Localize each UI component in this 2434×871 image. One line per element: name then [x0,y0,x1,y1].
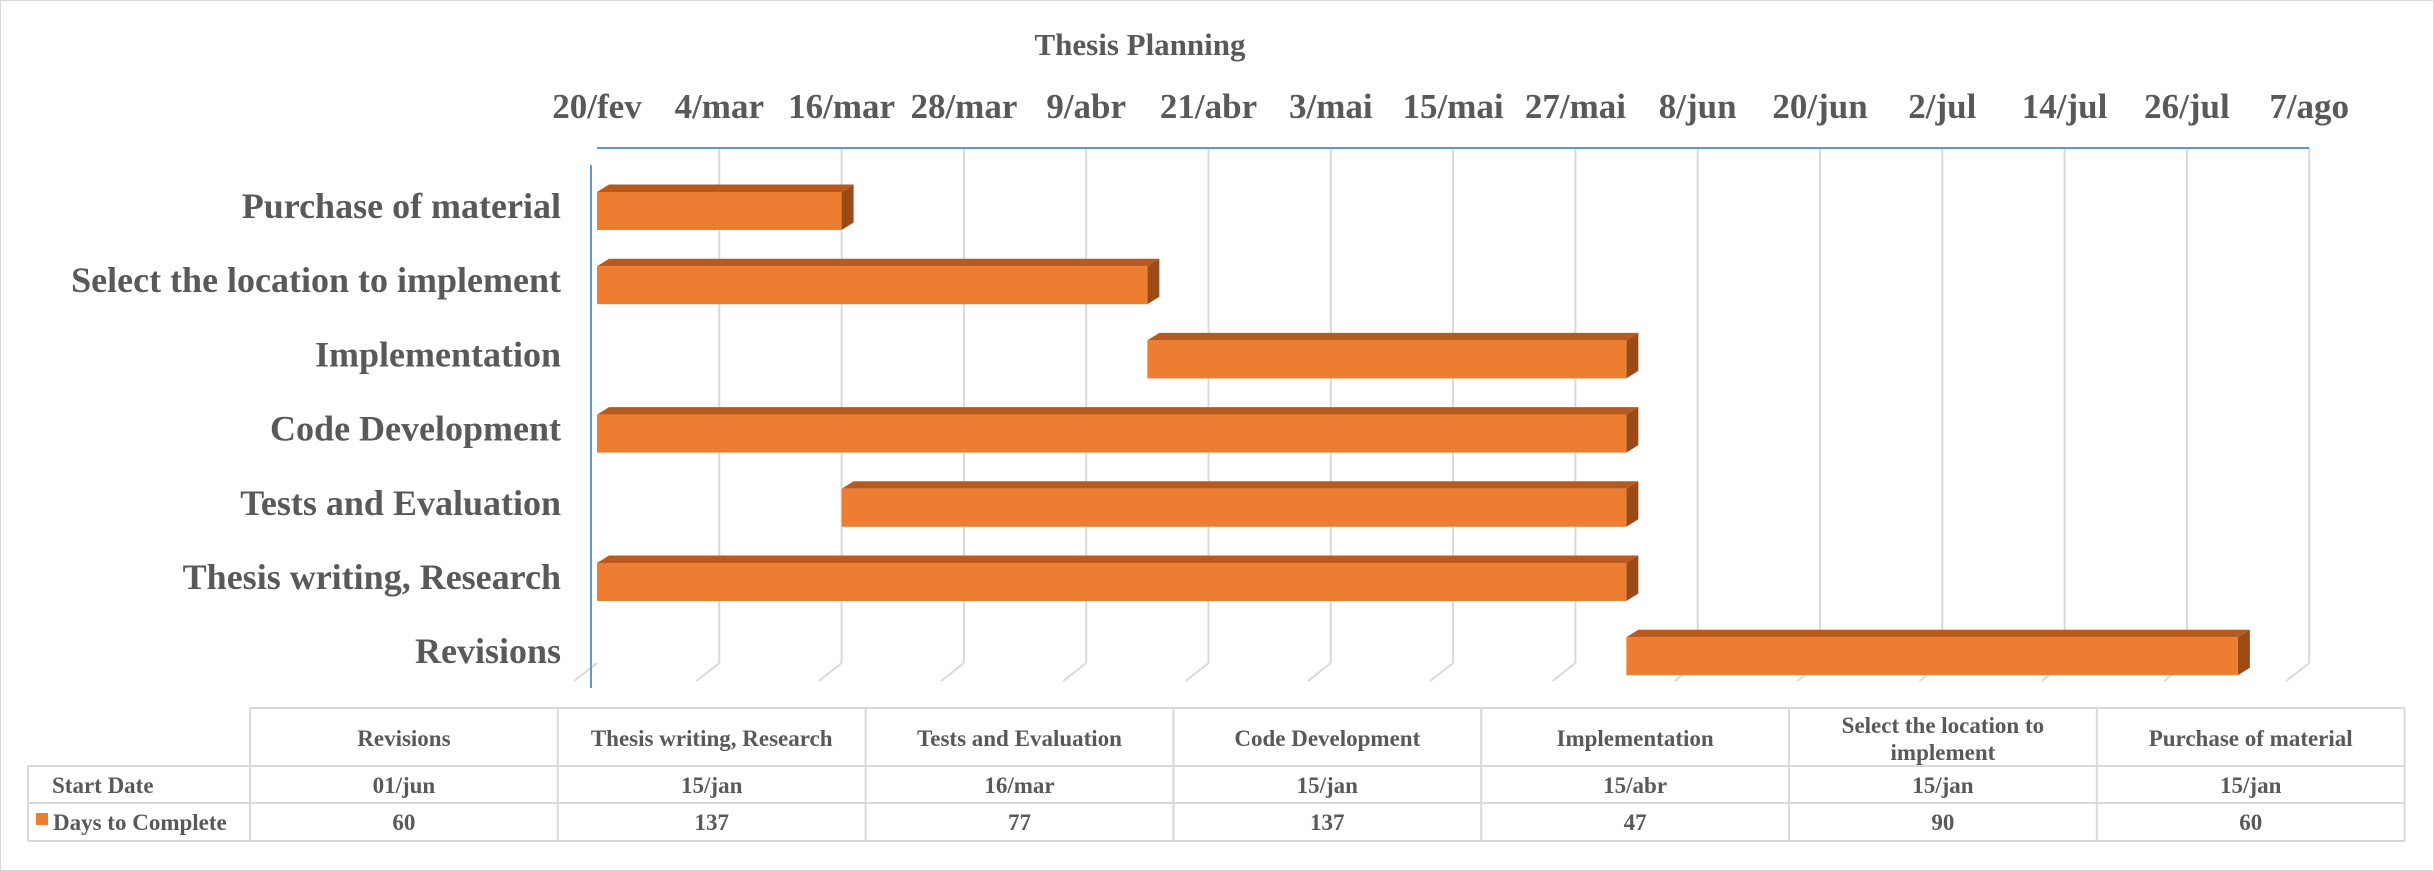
bar-thesis-writing-research [597,555,1639,601]
table-column-header: Thesis writing, Research [591,726,833,751]
table-cell: 137 [694,810,729,835]
bar-side-face [2237,629,2250,676]
bar-top-face [1147,332,1639,341]
bar-top-face [597,407,1639,415]
bar-side-face [1626,332,1639,379]
bar-front-face [597,563,1627,601]
y-category-label: Thesis writing, Research [183,557,561,597]
table-cell: 15/jan [1297,773,1359,798]
chart-title: Thesis Planning [1034,27,1246,62]
y-category-label: Tests and Evaluation [240,483,561,523]
bar-tests-and-evaluation [841,481,1639,527]
x-tick-label: 21/abr [1160,87,1257,126]
bar-purchase-of-material [597,184,854,230]
floor-gridline [1551,662,1577,682]
bar-side-face [841,184,854,230]
data-table: Revisions Thesis writing, Research Tests a… [27,707,2406,842]
legend-key-swatch [36,813,48,825]
floor-gridline [1307,662,1332,682]
bar-revisions [1626,629,2250,676]
x-tick-label: 9/abr [1046,87,1126,126]
floor-gridline [818,662,843,682]
floor-gridline [940,662,965,682]
x-tick-label: 20/jun [1772,87,1867,126]
table-cell: 15/jan [1912,773,1974,798]
y-category-label: Implementation [315,334,561,374]
x-tick-label: 20/fev [552,87,642,126]
bar-top-face [597,184,854,192]
floor-gridline [1062,662,1087,682]
table-header-line: Select the location to [1842,713,2044,738]
x-tick-label: 16/mar [788,87,895,126]
table-column-header: Code Development [1234,726,1420,751]
floor-gridline [695,662,720,682]
table-cell: 77 [1008,810,1031,835]
y-category-label: Revisions [415,631,561,671]
floor-gridline [2285,662,2310,682]
table-cell: 16/mar [984,773,1054,798]
x-tick-label: 14/jul [2022,87,2108,126]
bar-implementation [1147,332,1639,379]
bar-side-face [1626,407,1639,453]
bar-front-face [597,192,842,230]
y-axis-category-labels: Purchase of material Select the location … [71,186,561,671]
floor-gridline [1185,662,1210,682]
table-cell: 60 [392,810,415,835]
bar-top-face [841,481,1639,489]
table-cell: 15/abr [1603,773,1667,798]
table-column-header: Revisions [357,726,450,751]
y-category-label: Select the location to implement [71,260,561,300]
x-tick-label: 15/mai [1403,87,1504,126]
bar-side-face [1626,555,1639,601]
bars [597,184,2250,676]
bar-front-face [597,414,1627,453]
bar-top-face [597,555,1639,563]
table-cell: 15/jan [2220,773,2282,798]
bar-top-face [1626,629,2250,638]
bar-front-face [1147,340,1627,379]
x-tick-label: 26/jul [2144,87,2230,126]
x-tick-label: 28/mar [910,87,1017,126]
bar-code-development [597,407,1639,453]
y-category-label: Purchase of material [242,186,561,226]
x-tick-label: 2/jul [1908,87,1976,126]
x-axis-tick-labels: 20/fev 4/mar 16/mar 28/mar 9/abr 21/abr 3/mai 1… [552,87,2349,126]
x-tick-label: 3/mai [1289,87,1373,126]
x-tick-label: 8/jun [1659,87,1737,126]
table-cell: 47 [1624,810,1647,835]
table-column-header: Implementation [1557,726,1714,751]
table-cell: 15/jan [681,773,743,798]
floor-gridline [1429,662,1454,682]
table-column-header: Purchase of material [2149,726,2353,751]
table-cell: 60 [2239,810,2262,835]
y-category-label: Code Development [270,409,561,449]
bar-top-face [597,258,1160,267]
bar-side-face [1147,258,1160,305]
floor-gridline [573,662,598,682]
bar-front-face [1626,637,2238,676]
table-cell: 137 [1310,810,1345,835]
table-cell: 90 [1931,810,1954,835]
bar-side-face [1626,481,1639,527]
table-column-header: Tests and Evaluation [917,726,1122,751]
bar-front-face [597,266,1148,305]
table-row-label: Start Date [52,773,154,798]
bar-select-the-location-to-implement [597,258,1160,305]
table-column-header: Select the location to implement [1842,713,2044,765]
x-tick-label: 7/ago [2269,87,2349,126]
bar-front-face [841,488,1627,527]
table-cell: 01/jun [373,773,436,798]
x-tick-label: 27/mai [1525,87,1626,126]
table-header-line: implement [1891,740,1996,765]
x-tick-label: 4/mar [675,87,764,126]
table-row-label: Days to Complete [53,810,227,835]
